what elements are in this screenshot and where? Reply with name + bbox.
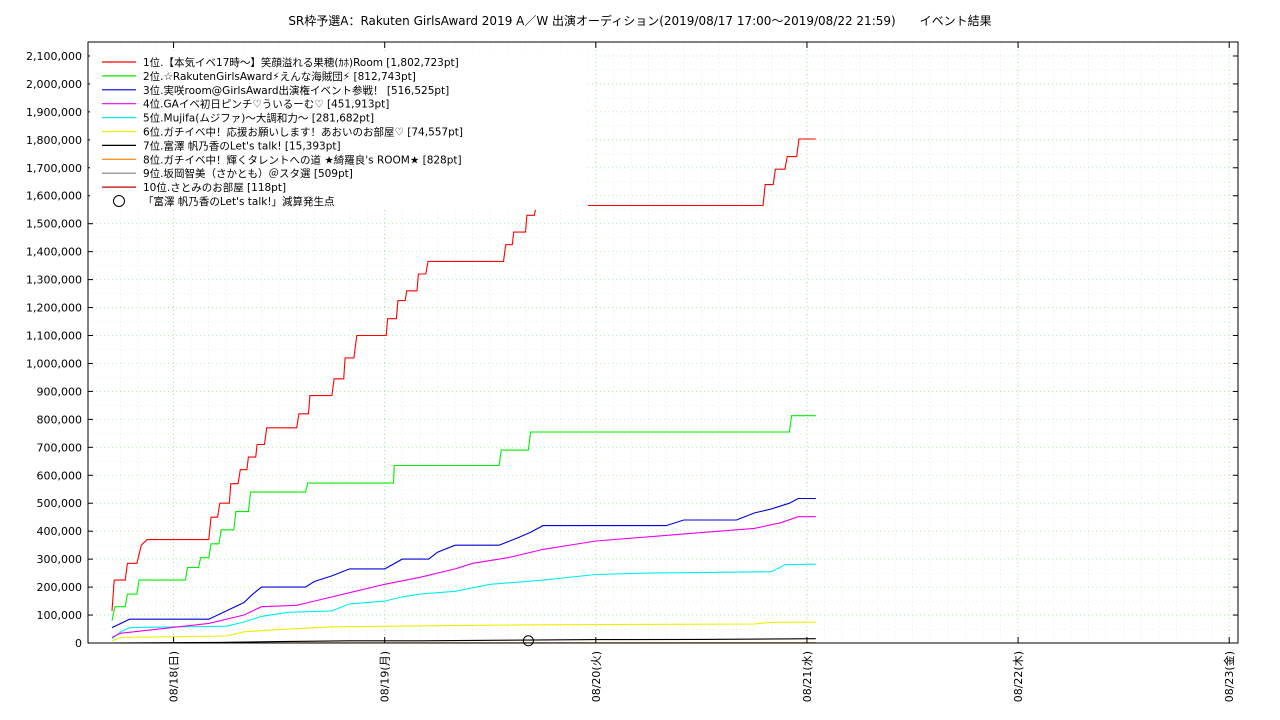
series-line bbox=[111, 621, 816, 642]
annotation-marker bbox=[522, 635, 534, 647]
legend-entry: 「富澤 帆乃香のLet's talk!」減算発生点 bbox=[143, 195, 335, 208]
y-tick-label: 200,000 bbox=[37, 581, 83, 594]
legend-entry: 4位.GAイベ初日ピンチ♡ういるーむ♡ [451,913pt] bbox=[143, 98, 389, 111]
series-line bbox=[111, 638, 816, 644]
x-tick-label: 08/18(日) bbox=[168, 651, 181, 702]
y-tick-label: 700,000 bbox=[37, 441, 83, 454]
legend-entry: 3位.実咲room@GirlsAward出演権イベント参戦！ [516,525p… bbox=[143, 84, 449, 97]
y-tick-label: 1,200,000 bbox=[26, 302, 82, 315]
plot-frame bbox=[87, 41, 1239, 644]
y-tick-label: 800,000 bbox=[37, 413, 83, 426]
x-tick-label: 08/23(金) bbox=[1222, 651, 1236, 702]
y-tick-label: 1,700,000 bbox=[26, 162, 82, 175]
legend-entry: 5位.Mujifa(ムジファ)～大調和力～ [281,682pt] bbox=[143, 112, 374, 125]
legend-layer: 1位.【本気イベ17時～】笑顔溢れる果穂(ｶﾎ)Room [1,802,723p… bbox=[90, 53, 588, 210]
series-line bbox=[111, 415, 816, 621]
y-tick-label: 1,100,000 bbox=[26, 330, 82, 343]
y-tick-label: 2,000,000 bbox=[26, 78, 82, 91]
y-tick-label: 1,600,000 bbox=[26, 190, 82, 203]
legend-entry: 1位.【本気イベ17時～】笑顔溢れる果穂(ｶﾎ)Room [1,802,723p… bbox=[143, 56, 459, 69]
y-tick-label: 1,400,000 bbox=[26, 246, 82, 259]
series-line bbox=[111, 563, 816, 640]
axis-layer: 0 100,000 200,000 300,000 400,000 500,000 600,… bbox=[26, 41, 1239, 702]
y-tick-label: 500,000 bbox=[37, 497, 83, 510]
y-tick-label: 0 bbox=[75, 637, 82, 650]
y-tick-label: 300,000 bbox=[37, 553, 83, 566]
x-tick-label: 08/20(火) bbox=[590, 651, 603, 702]
y-tick-label: 900,000 bbox=[37, 385, 83, 398]
series-line bbox=[111, 497, 816, 629]
legend-entry: 9位.坂岡智美（さかとも）＠スタ選 [509pt] bbox=[143, 167, 353, 180]
x-tick-label: 08/19(月) bbox=[379, 651, 392, 702]
y-tick-label: 1,300,000 bbox=[26, 274, 82, 287]
series-layer bbox=[111, 138, 816, 644]
legend-entry: 6位.ガチイベ中！応援お願いします！あおいのお部屋♡ [74,557pt] bbox=[143, 126, 463, 139]
y-tick-label: 600,000 bbox=[37, 469, 83, 482]
y-tick-label: 1,500,000 bbox=[26, 218, 82, 231]
x-tick-label: 08/21(水) bbox=[801, 651, 814, 702]
y-tick-label: 1,000,000 bbox=[26, 357, 82, 370]
series-line bbox=[111, 516, 816, 638]
y-tick-label: 400,000 bbox=[37, 525, 83, 538]
y-tick-label: 2,100,000 bbox=[26, 50, 82, 63]
legend-entry: 2位.☆RakutenGirlsAward⚡えんな海賊団⚡ [812,743pt… bbox=[143, 70, 416, 83]
series-line bbox=[111, 138, 816, 611]
legend-marker bbox=[113, 195, 125, 207]
x-tick-label: 08/22(木) bbox=[1012, 651, 1025, 702]
legend-entry: 8位.ガチイベ中！輝くタレントへの道 ★綺羅良's ROOM★ [828pt] bbox=[143, 153, 462, 166]
y-tick-label: 100,000 bbox=[37, 609, 83, 622]
chart-title: SR枠予選A：Rakuten GirlsAward 2019 A／W 出演オーデ… bbox=[288, 14, 992, 28]
legend-entry: 10位.さとみのお部屋 [118pt] bbox=[143, 181, 286, 194]
legend-box bbox=[90, 53, 588, 210]
annotation-layer bbox=[522, 635, 534, 647]
y-tick-label: 1,900,000 bbox=[26, 106, 82, 119]
y-tick-label: 1,800,000 bbox=[26, 134, 82, 147]
legend-entry: 7位.富澤 帆乃香のLet's talk! [15,393pt] bbox=[143, 139, 341, 152]
